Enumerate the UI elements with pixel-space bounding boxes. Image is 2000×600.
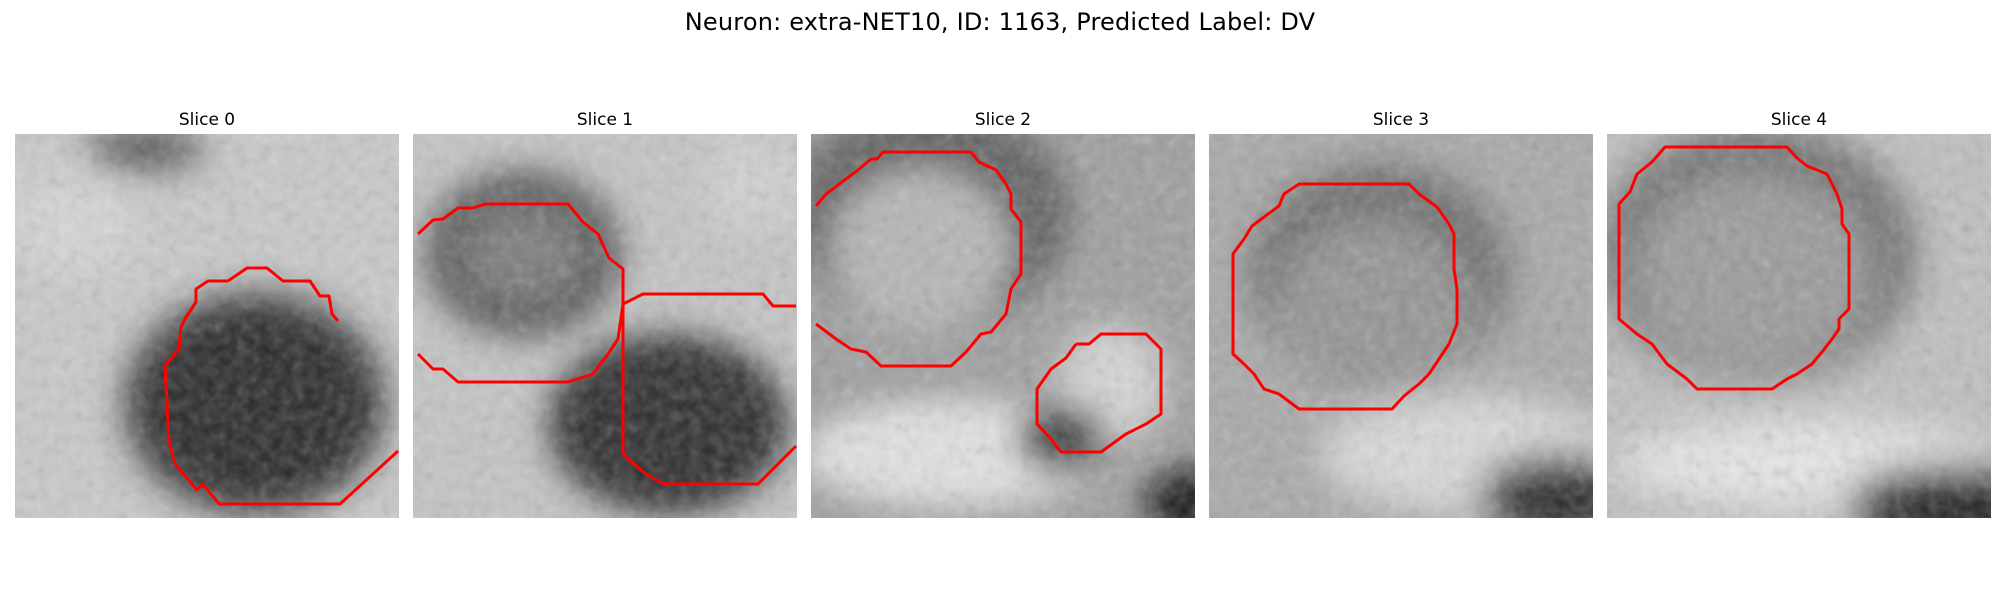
contour-1-1 <box>622 292 796 308</box>
figure-title: Neuron: extra-NET10, ID: 1163, Predicted… <box>684 8 1316 36</box>
slice-title-0: Slice 0 <box>178 110 236 130</box>
slice-title-4: Slice 4 <box>1770 110 1828 130</box>
contour-0-0 <box>227 266 340 322</box>
contour-0-1 <box>163 279 278 506</box>
contour-3-0 <box>1231 182 1459 411</box>
contour-1-0 <box>416 202 625 384</box>
slice-title-2: Slice 2 <box>974 110 1032 130</box>
contour-4-0 <box>1617 145 1851 391</box>
slice-image-1 <box>413 134 797 518</box>
contour-2-0 <box>814 150 1023 368</box>
contour-1-2 <box>621 304 797 486</box>
slice-title-1: Slice 1 <box>576 110 634 130</box>
slice-image-2 <box>811 134 1195 518</box>
slice-title-3: Slice 3 <box>1372 110 1430 130</box>
slice-image-3 <box>1209 134 1593 518</box>
slice-image-4 <box>1607 134 1991 518</box>
slice-image-0 <box>15 134 399 518</box>
contour-0-2 <box>278 449 399 506</box>
contour-2-1 <box>1035 332 1163 454</box>
